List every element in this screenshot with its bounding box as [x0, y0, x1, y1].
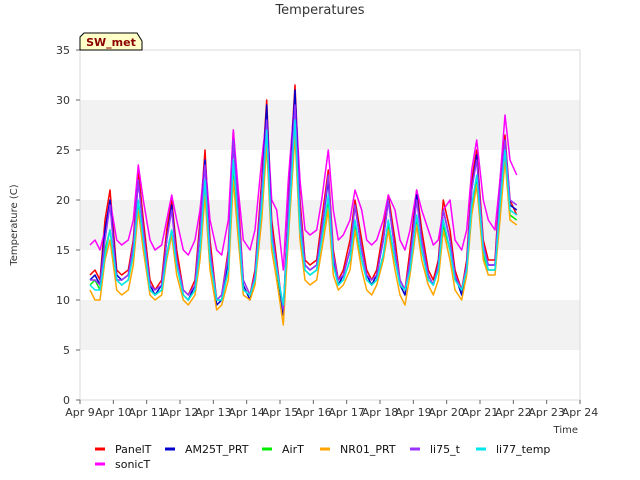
x-tick-label: Apr 22	[495, 406, 532, 419]
x-axis-label: Time	[553, 425, 578, 436]
legend-label-li77_temp: li77_temp	[496, 443, 550, 456]
legend-label-sonicT: sonicT	[115, 458, 151, 471]
y-tick-label: 25	[56, 144, 70, 157]
x-tick-label: Apr 23	[528, 406, 565, 419]
y-tick-label: 10	[56, 294, 70, 307]
chart-title: Temperatures	[274, 3, 364, 18]
x-tick-label: Apr 21	[462, 406, 499, 419]
y-tick-label: 30	[56, 94, 70, 107]
y-axis-ticks: 0 5 10 15 20 25 30 35	[56, 44, 80, 407]
grid-band	[80, 300, 580, 350]
x-tick-label: Apr 17	[328, 406, 365, 419]
y-tick-label: 0	[63, 394, 70, 407]
plot-frame	[79, 49, 581, 401]
series-lines	[89, 84, 518, 326]
x-tick-label: Apr 16	[295, 406, 332, 419]
y-tick-label: 15	[56, 244, 70, 257]
x-tick-label: Apr 24	[562, 406, 599, 419]
legend-label-NR01_PRT: NR01_PRT	[340, 443, 396, 456]
site-tag-shape	[79, 32, 143, 51]
x-tick-label: Apr 19	[395, 406, 432, 419]
x-tick-label: Apr 14	[228, 406, 265, 419]
series-line-sonicT	[89, 94, 518, 271]
legend-label-PanelT: PanelT	[115, 443, 152, 456]
grid-band	[80, 250, 580, 300]
series-line-li77_temp	[89, 119, 518, 306]
legend-label-AM25T_PRT: AM25T_PRT	[185, 443, 249, 456]
grid-band	[80, 350, 580, 400]
x-tick-label: Apr 12	[162, 406, 199, 419]
x-tick-label: Apr 20	[428, 406, 465, 419]
y-tick-label: 5	[63, 344, 70, 357]
legend-label-li75_t: li75_t	[430, 443, 461, 456]
grid-band	[80, 100, 580, 150]
y-axis-label: Temperature (C)	[9, 184, 20, 266]
series-line-li75_t	[90, 104, 518, 311]
x-tick-label: Apr 18	[362, 406, 399, 419]
legend-label-AirT: AirT	[282, 443, 304, 456]
site-tag-label: SW_met	[86, 36, 136, 49]
grid-band	[80, 50, 580, 100]
legend: PanelT AM25T_PRT AirT NR01_PRT li75_t li77_te…	[95, 443, 550, 471]
x-tick-label: Apr 10	[95, 406, 132, 419]
x-tick-label: Apr 15	[262, 406, 299, 419]
y-tick-label: 20	[56, 194, 70, 207]
x-tick-label: Apr 13	[195, 406, 232, 419]
x-tick-label: Apr 9	[65, 406, 95, 419]
site-tag: SW_met	[79, 32, 143, 51]
y-tick-label: 35	[56, 44, 70, 57]
series-line-NR01_PRT	[89, 134, 518, 326]
x-tick-label: Apr 11	[128, 406, 165, 419]
